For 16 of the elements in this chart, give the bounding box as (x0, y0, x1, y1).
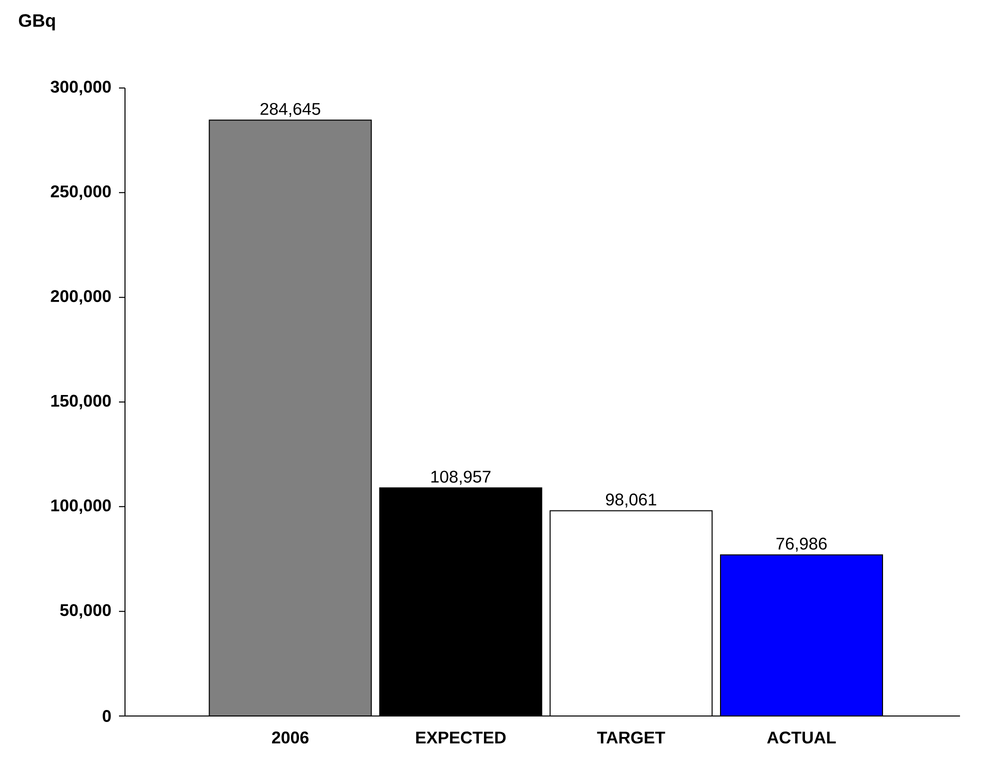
x-tick-label: ACTUAL (767, 732, 836, 744)
y-tick-label: 250,000 (50, 185, 111, 200)
data-label: 98,061 (606, 494, 656, 508)
x-tick-label: 2006 (272, 732, 309, 744)
y-tick-label: 300,000 (50, 80, 111, 96)
y-tick-label: 0 (102, 710, 111, 722)
y-tick-label: 200,000 (50, 290, 111, 305)
data-label: 76,986 (776, 538, 827, 552)
y-axis-title: GBq (18, 14, 55, 30)
data-label: 108,957 (431, 470, 490, 485)
y-tick-label: 100,000 (51, 499, 111, 514)
x-tick-label: TARGET (597, 732, 666, 744)
data-label: 284,645 (260, 102, 320, 117)
y-tick-label: 50,000 (60, 604, 111, 619)
x-tick-label: EXPECTED (416, 732, 506, 744)
y-tick-label: 150,000 (51, 394, 111, 410)
